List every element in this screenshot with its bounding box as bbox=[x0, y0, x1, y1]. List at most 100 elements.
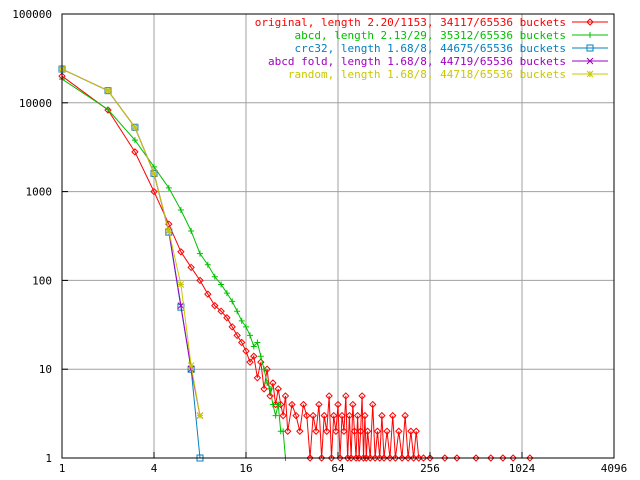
data-point bbox=[279, 411, 287, 420]
data-point bbox=[177, 248, 185, 256]
data-point bbox=[260, 385, 268, 393]
data-point bbox=[165, 184, 172, 191]
data-point bbox=[586, 44, 594, 52]
series-line bbox=[61, 68, 201, 459]
data-point bbox=[261, 366, 268, 373]
data-point bbox=[349, 400, 357, 409]
data-point bbox=[105, 106, 111, 113]
legend-entry: crc32, length 1.68/8, 44675/65536 bucket… bbox=[294, 42, 566, 55]
data-point bbox=[359, 454, 368, 462]
data-point bbox=[453, 454, 461, 462]
data-point bbox=[243, 323, 249, 330]
data-point bbox=[187, 362, 195, 369]
data-point bbox=[412, 427, 420, 435]
data-point bbox=[342, 392, 350, 400]
data-point bbox=[267, 385, 274, 392]
x-tick-label: 4096 bbox=[601, 462, 628, 475]
data-point bbox=[281, 392, 290, 400]
data-point bbox=[407, 427, 415, 435]
data-point bbox=[587, 32, 593, 38]
data-point bbox=[187, 263, 195, 272]
data-point bbox=[327, 454, 336, 462]
data-point bbox=[361, 411, 369, 420]
data-point bbox=[104, 87, 112, 95]
data-point bbox=[315, 400, 323, 409]
data-point bbox=[426, 454, 434, 462]
data-point bbox=[312, 427, 320, 435]
series-line bbox=[61, 68, 201, 416]
data-point bbox=[338, 411, 346, 420]
data-point bbox=[586, 18, 594, 26]
data-point bbox=[242, 347, 250, 355]
data-point bbox=[369, 400, 377, 409]
data-point bbox=[250, 352, 258, 360]
legend-entry: abcd fold, length 1.68/8, 44719/65536 bu… bbox=[268, 55, 566, 68]
data-point bbox=[234, 308, 241, 315]
data-point bbox=[340, 427, 348, 435]
y-tick-label: 100 bbox=[32, 274, 52, 287]
data-point bbox=[306, 454, 314, 462]
legend-entry: abcd, length 2.13/29, 35312/65536 bucket… bbox=[294, 29, 566, 42]
data-point bbox=[332, 427, 340, 435]
data-point bbox=[398, 454, 406, 462]
series-3 bbox=[58, 65, 204, 419]
series-4 bbox=[58, 65, 204, 419]
data-point bbox=[177, 281, 185, 288]
data-point bbox=[165, 227, 173, 235]
x-tick-label: 64 bbox=[331, 462, 345, 475]
data-point bbox=[246, 358, 254, 366]
data-point bbox=[391, 454, 400, 462]
data-point bbox=[409, 454, 418, 462]
data-point bbox=[288, 400, 296, 409]
data-point bbox=[296, 427, 304, 435]
data-point bbox=[347, 454, 355, 462]
data-point bbox=[131, 148, 139, 156]
data-point bbox=[177, 207, 184, 214]
y-tick-label: 100000 bbox=[12, 8, 52, 21]
data-point bbox=[254, 339, 261, 346]
data-point bbox=[317, 454, 326, 462]
data-point bbox=[253, 374, 262, 382]
data-point bbox=[257, 353, 264, 360]
data-point bbox=[264, 379, 271, 386]
legend: original, length 2.20/1153, 34117/65536 … bbox=[255, 16, 608, 81]
data-point bbox=[441, 454, 449, 462]
data-point bbox=[389, 411, 397, 420]
x-tick-label: 4 bbox=[151, 462, 158, 475]
data-point bbox=[353, 411, 362, 420]
data-point bbox=[233, 331, 241, 340]
data-point bbox=[352, 454, 360, 462]
series-line bbox=[61, 68, 201, 416]
data-point bbox=[204, 290, 212, 298]
data-point bbox=[358, 392, 366, 400]
data-point bbox=[211, 273, 218, 280]
data-point bbox=[257, 358, 265, 366]
data-point bbox=[150, 187, 158, 196]
data-point bbox=[223, 314, 231, 322]
grid-lines bbox=[62, 14, 614, 458]
x-tick-label: 1 bbox=[59, 462, 66, 475]
data-point bbox=[272, 412, 279, 419]
data-point bbox=[188, 228, 195, 234]
data-point bbox=[218, 281, 225, 288]
data-point bbox=[366, 454, 374, 462]
data-point bbox=[238, 338, 246, 347]
series-1 bbox=[59, 76, 289, 461]
data-point bbox=[378, 411, 386, 420]
data-point bbox=[263, 365, 271, 373]
data-point bbox=[151, 163, 157, 170]
data-point bbox=[419, 454, 428, 462]
data-point bbox=[320, 411, 328, 420]
data-point bbox=[196, 276, 204, 285]
data-point bbox=[325, 392, 333, 400]
data-point bbox=[526, 454, 534, 462]
series-2 bbox=[58, 65, 204, 462]
data-point bbox=[323, 427, 331, 435]
x-tick-label: 1024 bbox=[509, 462, 536, 475]
data-point bbox=[299, 400, 308, 409]
data-point bbox=[373, 427, 382, 435]
data-point bbox=[131, 137, 138, 144]
data-point bbox=[104, 106, 112, 114]
data-point bbox=[292, 411, 300, 420]
data-point bbox=[350, 427, 359, 435]
